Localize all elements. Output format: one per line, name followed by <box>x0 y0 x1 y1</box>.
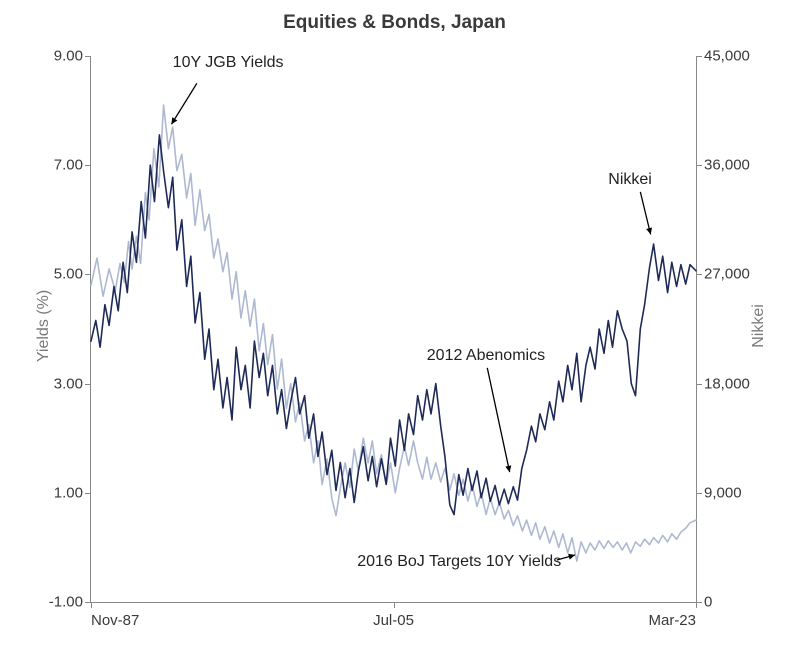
y-tick-right: 9,000 <box>696 484 742 501</box>
tickmark <box>91 602 92 608</box>
y-tick-right: 36,000 <box>696 157 750 174</box>
tickmark <box>696 493 702 494</box>
plot-area: -1.001.003.005.007.009.0009,00018,00027,… <box>90 56 697 603</box>
y-tick-right: 18,000 <box>696 375 750 392</box>
chart-title: Equities & Bonds, Japan <box>0 12 789 34</box>
tickmark <box>85 274 91 275</box>
tickmark <box>696 56 702 57</box>
x-tick: Mar-23 <box>648 602 696 629</box>
tickmark <box>696 274 702 275</box>
y-axis-right-label: Nikkei <box>750 304 768 348</box>
series-nikkei <box>91 135 696 515</box>
annotation-abenomics: 2012 Abenomics <box>427 347 545 365</box>
series-jgb-yields <box>91 105 696 561</box>
tickmark <box>394 602 395 608</box>
annotation-nikkei: Nikkei <box>608 171 652 189</box>
line-series-svg <box>91 56 696 602</box>
chart-container: Equities & Bonds, Japan Yields (%) Nikke… <box>0 0 789 651</box>
tickmark <box>696 165 702 166</box>
tickmark <box>85 493 91 494</box>
tickmark <box>85 165 91 166</box>
tickmark <box>85 56 91 57</box>
annotation-jgb-yields: 10Y JGB Yields <box>173 54 284 72</box>
tickmark <box>696 602 697 608</box>
y-tick-right: 45,000 <box>696 48 750 65</box>
y-tick-right: 27,000 <box>696 266 750 283</box>
tickmark <box>696 384 702 385</box>
annotation-boj: 2016 BoJ Targets 10Y Yields <box>357 553 561 571</box>
x-tick: Nov-87 <box>91 602 139 629</box>
tickmark <box>85 384 91 385</box>
y-axis-left-label: Yields (%) <box>35 289 53 361</box>
